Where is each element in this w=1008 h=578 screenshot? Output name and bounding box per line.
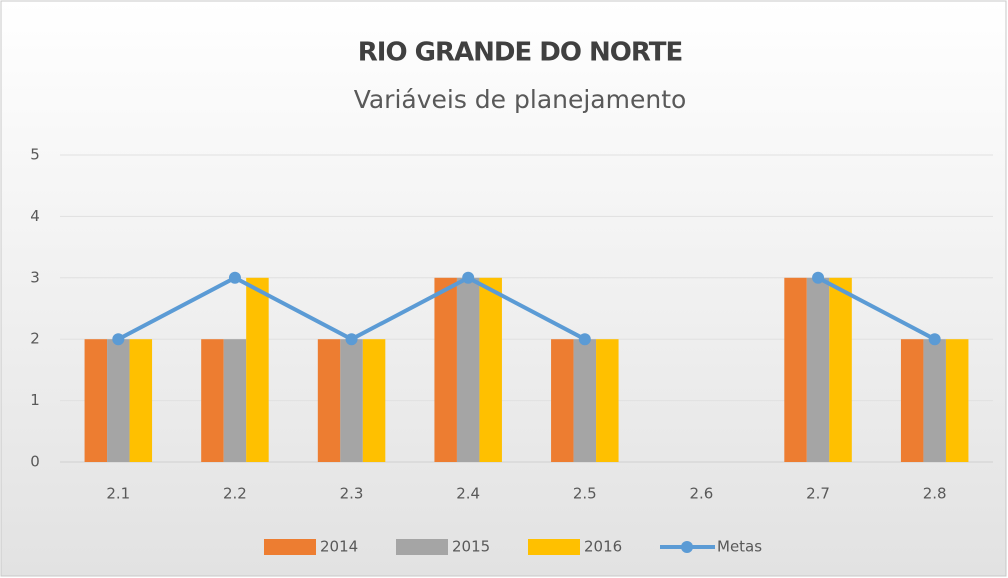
bar — [434, 277, 457, 462]
line-marker — [228, 271, 241, 284]
bar — [923, 339, 946, 462]
bar — [107, 339, 130, 462]
bar — [84, 339, 108, 462]
bar — [551, 339, 574, 462]
legend-marker — [681, 541, 693, 553]
line — [817, 276, 936, 341]
x-tick-label: 2.8 — [923, 485, 947, 503]
x-tick-label: 2.3 — [340, 485, 364, 503]
legend-label: 2015 — [452, 538, 490, 556]
legend-swatch — [396, 539, 448, 555]
legend-swatch — [264, 539, 316, 555]
bar — [945, 339, 969, 462]
bar — [479, 277, 502, 462]
x-tick-label: 2.1 — [106, 485, 130, 503]
bar — [784, 277, 807, 462]
y-tick-label: 5 — [30, 146, 40, 164]
legend-label: Metas — [717, 538, 762, 556]
legend-swatch — [528, 539, 580, 555]
bar — [900, 339, 924, 462]
legend-label: 2016 — [584, 538, 622, 556]
bar — [317, 339, 341, 462]
bar — [806, 277, 830, 462]
line-marker — [928, 333, 941, 346]
line-marker — [462, 271, 475, 284]
x-tick-label: 2.2 — [223, 485, 247, 503]
bar — [246, 277, 269, 462]
x-tick-label: 2.6 — [690, 485, 714, 503]
bar — [829, 277, 852, 462]
y-tick-label: 0 — [30, 453, 40, 471]
line-marker — [112, 333, 125, 346]
bar — [573, 339, 597, 462]
bar — [223, 339, 247, 462]
line-marker — [345, 333, 358, 346]
bar — [362, 339, 386, 462]
x-tick-label: 2.5 — [573, 485, 597, 503]
bar — [596, 339, 619, 462]
y-tick-label: 4 — [30, 207, 40, 225]
line-marker — [578, 333, 591, 346]
legend-label: 2014 — [320, 538, 358, 556]
bar — [129, 339, 153, 462]
bar — [340, 339, 363, 462]
chart-subtitle: Variáveis de planejamento — [354, 85, 687, 114]
x-tick-label: 2.7 — [806, 485, 830, 503]
bar — [201, 339, 224, 462]
y-tick-label: 3 — [30, 268, 40, 286]
y-tick-label: 1 — [30, 391, 40, 409]
x-tick-label: 2.4 — [456, 485, 480, 503]
chart-title: RIO GRANDE DO NORTE — [358, 38, 682, 68]
line-marker — [812, 271, 825, 284]
y-tick-label: 2 — [30, 330, 40, 348]
bar — [456, 277, 480, 462]
